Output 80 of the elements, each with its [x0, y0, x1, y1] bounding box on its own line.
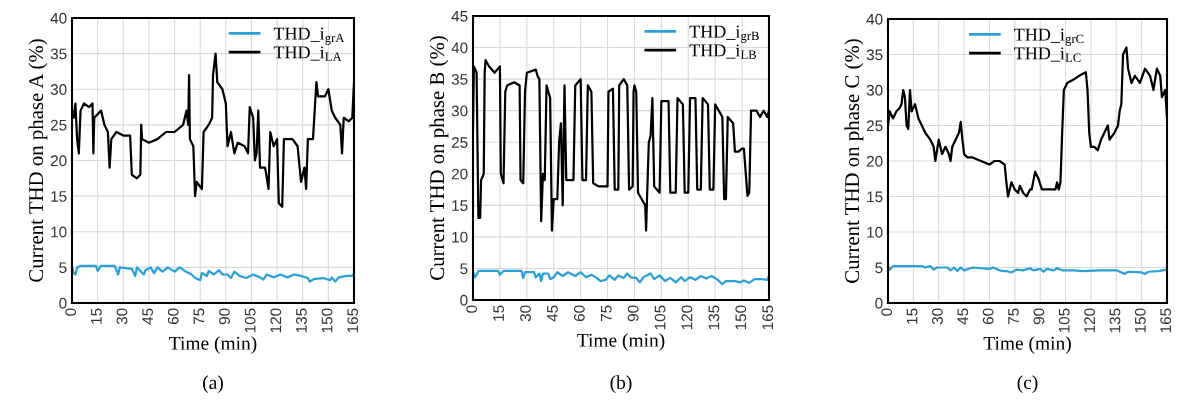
x-tick-label: 165 — [347, 308, 359, 333]
x-tick-label: 105 — [1058, 308, 1070, 333]
y-tick-label: 5 — [460, 263, 468, 275]
x-tick-label: 165 — [762, 305, 774, 330]
y-tick-label: 20 — [451, 168, 468, 180]
y-tick-label: 30 — [451, 105, 468, 117]
x-tick-label: 15 — [493, 305, 505, 321]
x-axis-title: Time (min) — [983, 336, 1071, 354]
x-tick-label: 15 — [91, 308, 102, 324]
y-axis-title: Current THD on phase B (%) — [429, 36, 449, 280]
y-tick-label: 20 — [50, 155, 67, 167]
x-tick-label: 30 — [116, 308, 128, 325]
y-tick-label: 35 — [451, 73, 468, 85]
x-tick-label: 0 — [65, 308, 77, 316]
x-tick-label: 105 — [654, 305, 666, 330]
legend-label: THD_i$_{LC}$ — [1014, 47, 1081, 62]
x-tick-label: 150 — [735, 305, 747, 330]
x-tick-label: 30 — [932, 308, 943, 325]
x-axis-title: Time (min) — [169, 336, 257, 354]
x-tick-label: 45 — [547, 305, 558, 322]
y-tick-label: 20 — [866, 155, 883, 167]
text: (b) — [610, 375, 632, 393]
x-tick-label: 120 — [1084, 308, 1096, 333]
x-tick-label: 150 — [1134, 308, 1146, 333]
y-tick-label: 25 — [451, 137, 468, 148]
legend-label: THD_i$_{grB}$ — [689, 25, 759, 43]
y-tick-label: 30 — [866, 84, 883, 96]
y-tick-label: 30 — [50, 84, 67, 95]
x-tick-label: 0 — [466, 305, 478, 313]
x-axis-title: Time (min) — [577, 333, 665, 351]
legend-label: THD_i$_{LA}$ — [273, 46, 342, 61]
x-tick-label: 60 — [573, 305, 585, 322]
y-axis-title: Current THD on phase C (%) — [844, 39, 864, 283]
x-tick-label: 0 — [881, 308, 893, 316]
x-tick-label: 75 — [193, 308, 205, 325]
x-tick-label: 60 — [982, 308, 994, 325]
y-tick-label: 15 — [452, 200, 468, 212]
x-tick-label: 60 — [167, 308, 179, 325]
y-axis-title: Current THD on phase A (%) — [28, 39, 48, 282]
x-tick-label: 135 — [708, 305, 720, 330]
x-tick-label: 135 — [1109, 308, 1121, 333]
legend-label: THD_i$_{LB}$ — [689, 44, 757, 59]
text: (a) — [203, 375, 223, 393]
x-tick-label: 120 — [681, 305, 693, 330]
x-tick-label: 120 — [270, 308, 282, 333]
x-tick-label: 45 — [957, 308, 969, 325]
y-tick-label: 40 — [50, 12, 67, 24]
x-tick-label: 90 — [1033, 308, 1045, 325]
x-tick-label: 45 — [142, 308, 154, 325]
y-tick-label: 0 — [460, 294, 468, 306]
y-tick-label: 10 — [51, 226, 67, 238]
y-tick-label: 10 — [867, 226, 883, 238]
y-tick-label: 40 — [866, 13, 883, 25]
line-series — [72, 264, 354, 283]
x-tick-label: 90 — [219, 308, 230, 325]
line-series — [473, 269, 769, 286]
y-tick-label: 25 — [866, 120, 883, 132]
x-tick-label: 90 — [627, 305, 639, 322]
line-series — [888, 264, 1167, 275]
legend-label: THD_i$_{grA}$ — [273, 27, 345, 45]
x-tick-label: 15 — [906, 308, 918, 324]
x-tick-label: 150 — [321, 308, 333, 333]
y-tick-label: 15 — [867, 191, 883, 203]
y-tick-label: 5 — [875, 262, 883, 274]
legend-label: THD_i$_{grC}$ — [1014, 28, 1084, 46]
x-tick-label: 105 — [244, 308, 256, 333]
x-tick-label: 135 — [296, 308, 307, 333]
y-tick-label: 10 — [452, 231, 468, 243]
x-tick-label: 165 — [1160, 308, 1172, 333]
y-tick-label: 45 — [451, 11, 468, 22]
x-tick-label: 75 — [600, 305, 612, 322]
y-tick-label: 35 — [866, 49, 883, 61]
y-tick-label: 25 — [50, 119, 67, 131]
text: (c) — [1017, 375, 1038, 393]
y-tick-label: 15 — [51, 191, 67, 202]
y-tick-label: 35 — [50, 48, 67, 60]
x-tick-label: 75 — [1008, 308, 1019, 325]
x-tick-label: 30 — [520, 305, 531, 322]
y-tick-label: 40 — [451, 42, 468, 54]
y-tick-label: 5 — [59, 262, 67, 274]
